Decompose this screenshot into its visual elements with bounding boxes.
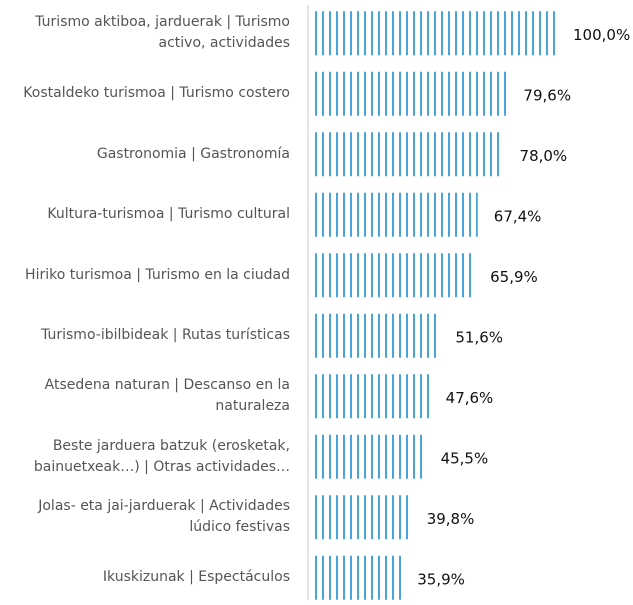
bar <box>314 132 504 177</box>
category-label: Ikuskizunak | Espectáculos <box>102 569 290 586</box>
category-label: Hiriko turismoa | Turismo en la ciudad <box>25 266 290 283</box>
bar <box>314 11 557 56</box>
category-label: Atsedena naturan | Descanso en la natura… <box>44 377 290 415</box>
category-label: Beste jarduera batzuk (erosketak, bainue… <box>33 437 290 475</box>
value-label: 65,9% <box>490 268 538 286</box>
value-label: 45,5% <box>441 449 489 467</box>
category-label: Kultura-turismoa | Turismo cultural <box>47 206 290 223</box>
value-label: 35,9% <box>417 570 465 588</box>
value-label: 67,4% <box>494 207 542 225</box>
category-label: Jolas- eta jai-jarduerak | Actividades l… <box>38 498 290 536</box>
value-label: 47,6% <box>446 389 494 407</box>
category-label: Turismo-ibilbideak | Rutas turísticas <box>41 327 290 344</box>
bar <box>314 434 425 479</box>
category-label: Kostaldeko turismoa | Turismo costero <box>23 85 290 102</box>
bar <box>314 495 411 540</box>
bar <box>314 71 508 116</box>
value-label: 39,8% <box>427 510 475 528</box>
bar <box>314 253 475 298</box>
value-label: 78,0% <box>520 147 568 165</box>
bar <box>314 374 430 419</box>
category-label: Turismo aktiboa, jarduerak | Turismo act… <box>35 14 290 52</box>
value-label: 100,0% <box>573 26 630 44</box>
value-label: 51,6% <box>455 328 503 346</box>
bar <box>314 313 440 358</box>
bar <box>314 555 402 600</box>
category-label: Gastronomia | Gastronomía <box>96 145 290 162</box>
bar <box>314 192 478 237</box>
value-label: 79,6% <box>523 86 571 104</box>
